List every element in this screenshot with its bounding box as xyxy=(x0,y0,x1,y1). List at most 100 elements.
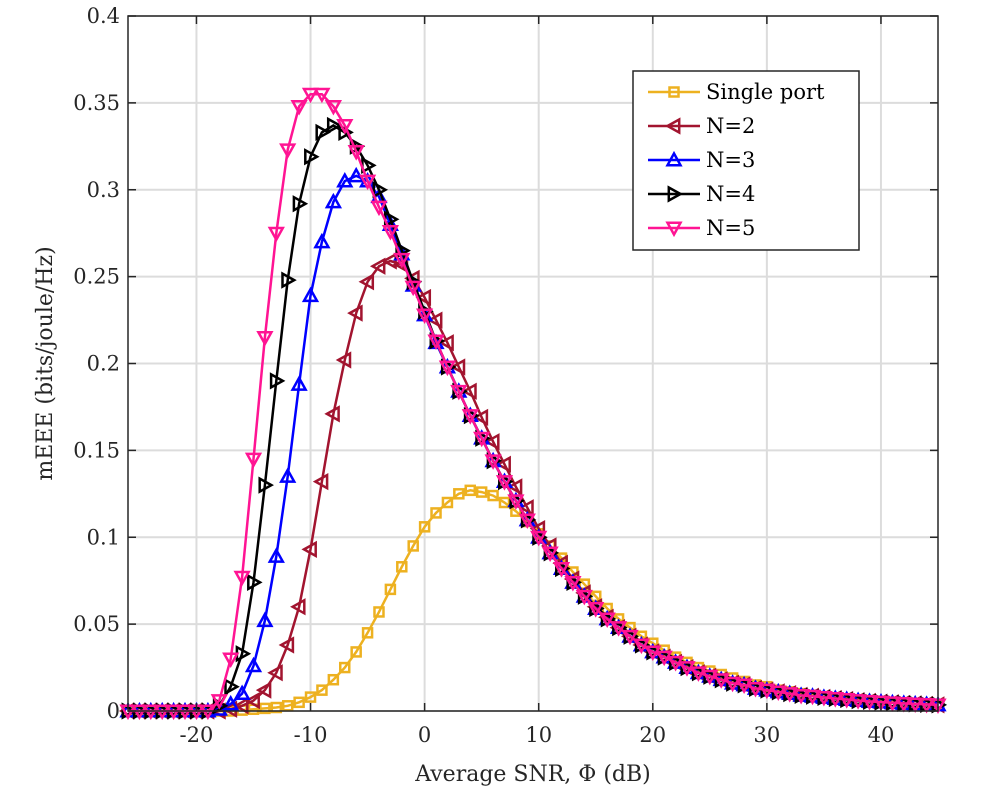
data-point xyxy=(267,664,283,682)
legend-marker xyxy=(665,150,683,167)
legend-label: N=3 xyxy=(706,148,755,172)
x-tick-label: 40 xyxy=(868,723,895,747)
data-point xyxy=(475,486,488,498)
x-axis-label: Average SNR, Φ (dB) xyxy=(414,762,651,787)
series-line xyxy=(128,92,939,713)
y-tick-label: 0.3 xyxy=(87,178,120,202)
data-point xyxy=(487,489,499,502)
data-point xyxy=(644,645,662,661)
data-point xyxy=(803,689,822,706)
data-point xyxy=(324,192,343,209)
data-point xyxy=(564,575,582,592)
y-tick-label: 0 xyxy=(107,699,120,723)
data-point xyxy=(233,570,251,587)
data-point xyxy=(430,507,442,519)
data-point xyxy=(609,621,628,637)
data-point xyxy=(826,692,844,708)
data-point xyxy=(461,409,479,425)
data-point xyxy=(895,696,913,713)
data-point xyxy=(336,119,354,135)
data-point xyxy=(347,145,365,161)
data-point xyxy=(247,573,263,592)
data-point xyxy=(279,143,297,159)
data-point xyxy=(326,116,343,135)
data-point xyxy=(258,476,274,494)
data-point xyxy=(339,661,351,674)
legend-label: Single port xyxy=(706,80,825,104)
data-point xyxy=(450,384,468,401)
data-point xyxy=(233,684,251,701)
data-point xyxy=(758,683,776,700)
legend-label: N=2 xyxy=(706,114,755,138)
data-point xyxy=(350,646,362,658)
data-point xyxy=(336,172,354,188)
y-tick-label: 0.1 xyxy=(87,525,120,549)
legend-item: N=2 xyxy=(648,114,755,138)
legend: Single port N=2 N=3 N=4 N=5 xyxy=(632,70,860,251)
data-point xyxy=(507,494,525,510)
data-point xyxy=(269,372,286,390)
x-tick-label: 20 xyxy=(639,723,666,747)
data-point xyxy=(259,702,271,715)
data-point xyxy=(244,691,260,710)
data-point xyxy=(621,629,639,646)
legend-label: N=5 xyxy=(706,216,755,240)
data-point xyxy=(222,652,240,668)
data-point xyxy=(689,666,708,682)
data-point xyxy=(484,433,500,451)
data-point xyxy=(849,694,867,710)
data-point xyxy=(396,561,408,573)
data-point xyxy=(415,308,434,324)
data-point xyxy=(427,334,445,350)
legend-marker xyxy=(667,185,684,203)
data-point xyxy=(883,696,902,712)
data-point xyxy=(472,408,489,427)
data-point xyxy=(815,690,833,707)
data-point xyxy=(473,431,491,448)
data-point xyxy=(369,257,386,275)
data-point xyxy=(598,612,616,628)
x-tick-label: -20 xyxy=(180,723,214,747)
data-point xyxy=(746,681,765,698)
y-tick-label: 0.4 xyxy=(87,4,120,28)
data-point xyxy=(373,606,385,618)
data-point xyxy=(372,181,389,199)
legend-item: N=3 xyxy=(648,148,755,172)
y-tick-label: 0.05 xyxy=(73,612,120,636)
data-point xyxy=(358,273,375,291)
data-point xyxy=(541,546,559,562)
data-point xyxy=(312,472,329,491)
tick-layer: -20 -10 0 10 20 30 40 0 0.05 0.1 0.15 0.2 0.25 0.3 0.3… xyxy=(73,4,938,747)
data-point xyxy=(769,685,787,701)
y-tick-label: 0.15 xyxy=(73,438,120,462)
data-point xyxy=(304,148,320,166)
data-point xyxy=(506,478,523,496)
y-tick-label: 0.35 xyxy=(73,91,120,115)
data-point xyxy=(361,627,374,639)
data-point xyxy=(327,673,340,686)
data-point xyxy=(315,123,331,142)
data-point xyxy=(438,334,454,352)
data-point xyxy=(781,687,799,703)
legend-label: N=4 xyxy=(706,182,755,206)
data-point xyxy=(701,669,719,686)
data-point xyxy=(256,611,274,628)
data-point xyxy=(301,87,320,104)
data-point xyxy=(324,405,340,423)
data-point xyxy=(384,583,397,596)
data-point xyxy=(838,693,856,709)
data-point xyxy=(290,598,306,616)
data-point xyxy=(267,226,285,243)
data-point xyxy=(301,540,317,559)
data-point xyxy=(244,656,263,673)
data-point xyxy=(655,650,673,667)
data-point xyxy=(313,87,331,104)
data-point xyxy=(393,252,411,269)
legend-marker xyxy=(665,221,683,238)
data-point xyxy=(301,286,320,303)
legend-marker xyxy=(668,86,680,98)
data-point xyxy=(316,684,328,696)
data-point xyxy=(495,475,514,491)
data-point xyxy=(723,676,742,693)
